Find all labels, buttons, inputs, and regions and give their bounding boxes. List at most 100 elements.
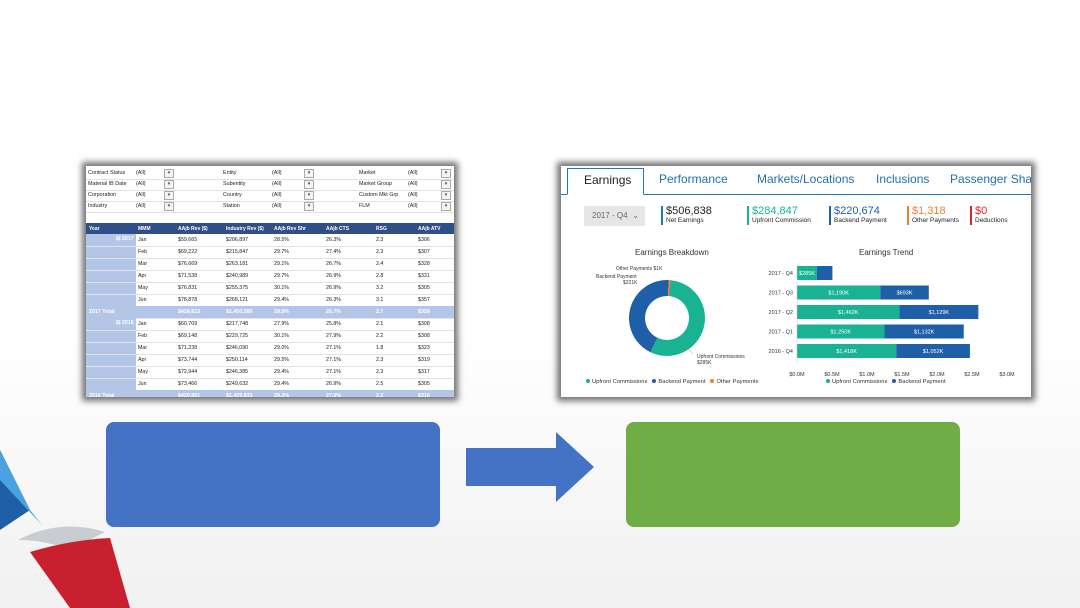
table-cell: Apr (138, 357, 147, 363)
column-header[interactable]: MMM (138, 226, 151, 232)
trend-x-tick: $2.5M (964, 372, 980, 378)
tab-earnings[interactable]: Earnings (567, 168, 645, 195)
total-row: 2017 Total $428,823 $1,450,580 29.5% 26.7% 2.… (86, 306, 454, 319)
trend-category-label: 2016 - Q4 (769, 349, 793, 355)
table-cell: $328 (418, 261, 430, 267)
table-cell: $331 (418, 273, 430, 279)
filter-dropdown-icon[interactable]: ▾ (164, 202, 174, 211)
table-cell: $69,148 (178, 333, 198, 339)
table-cell: Feb (138, 249, 148, 255)
column-header[interactable]: Year (89, 226, 100, 232)
breakdown-title: Earnings Breakdown (635, 248, 709, 257)
table-row: Feb $69,148 $229,725 30.1% 27.9% 2.2 $308 (86, 330, 454, 343)
filter-dropdown-icon[interactable]: ▾ (441, 191, 451, 200)
legend-label: Upfront Commissions (832, 379, 888, 385)
trend-bar-backend (896, 344, 970, 358)
leader-line (684, 345, 694, 355)
donut-value-backend: $221K (623, 280, 638, 286)
table-cell: 2.3 (376, 357, 384, 363)
trend-bar-label: $285K (799, 271, 815, 277)
green-callout-box (626, 422, 960, 527)
table-cell: $229,725 (226, 333, 249, 339)
table-cell: 2.3 (376, 237, 384, 243)
column-header[interactable]: RSG (376, 226, 387, 232)
table-cell: Jan (138, 321, 147, 327)
table-cell: 29.5% (274, 357, 290, 363)
kpi-label: Other Payments (912, 217, 959, 224)
filter-label: Industry (88, 203, 108, 209)
table-cell: $319 (418, 357, 430, 363)
table-cell: 27.9% (326, 333, 342, 339)
table-cell: 26.3% (326, 237, 342, 243)
filter-label: Corporation (88, 192, 117, 198)
quarter-dropdown[interactable]: 2017 - Q4 ⌄ (584, 206, 645, 226)
total-cell: 26.7% (326, 309, 342, 315)
tab-performance[interactable]: Performance (659, 172, 728, 186)
table-cell: 3.2 (376, 285, 384, 291)
total-cell: $1,450,580 (226, 309, 253, 315)
table-row: May $76,831 $255,375 30.1% 26.9% 3.2 $305 (86, 282, 454, 295)
filter-dropdown-icon[interactable]: ▾ (441, 202, 451, 211)
filter-value: (All) (272, 170, 282, 176)
kpi-card: $284,847 Upfront Commission (747, 206, 811, 225)
legend-label: Backend Payment (898, 379, 946, 385)
column-header[interactable]: AAjb ATV (418, 226, 441, 232)
filter-dropdown-icon[interactable]: ▾ (441, 169, 451, 178)
table-row: May $72,944 $246,385 29.4% 27.1% 2.3 $317 (86, 366, 454, 379)
airline-logo-icon (0, 450, 130, 608)
table-cell: $357 (418, 297, 430, 303)
legend-dot (892, 379, 897, 384)
table-cell: 2.1 (376, 321, 384, 327)
legend-dot (652, 379, 657, 384)
filter-dropdown-icon[interactable]: ▾ (164, 191, 174, 200)
table-cell: $73,466 (178, 381, 198, 387)
filter-value: (All) (136, 170, 146, 176)
filter-label: Contract Status (88, 170, 126, 176)
year-label[interactable]: ⊟ 2016 (116, 320, 134, 326)
trend-bar-upfront (797, 266, 817, 280)
table-cell: 26.7% (326, 261, 342, 267)
year-label[interactable]: ⊟ 2017 (116, 236, 134, 242)
earnings-dashboard-screenshot: Earnings Performance Markets/Locations Incl… (561, 166, 1031, 397)
tab-inclusions[interactable]: Inclusions (876, 172, 930, 186)
table-cell: $308 (418, 333, 430, 339)
table-cell: $249,632 (226, 381, 249, 387)
table-cell: $73,744 (178, 357, 198, 363)
kpi-card: $506,838 Net Earnings (661, 206, 712, 225)
table-row: Mar $71,238 $246,090 29.0% 27.1% 1.8 $323 (86, 342, 454, 355)
table-row: Jan $59,665 $206,897 28.5% 26.3% 2.3 $306 (86, 234, 454, 247)
total-cell: $328 (418, 309, 430, 315)
table-cell: $215,847 (226, 249, 249, 255)
filter-label: Material IB Date (88, 181, 127, 187)
table-cell: 3.1 (376, 297, 384, 303)
filter-dropdown-icon[interactable]: ▾ (164, 169, 174, 178)
tab-passenger-share[interactable]: Passenger Share (950, 172, 1031, 186)
column-header[interactable]: AAjb Rev ($) (178, 226, 208, 232)
column-header[interactable]: AAjb CTS (326, 226, 350, 232)
table-cell: $71,538 (178, 273, 198, 279)
table-cell: 26.9% (326, 381, 342, 387)
filter-dropdown-icon[interactable]: ▾ (441, 180, 451, 189)
filter-dropdown-icon[interactable]: ▾ (304, 202, 314, 211)
trend-bar-backend (880, 285, 929, 300)
filter-dropdown-icon[interactable]: ▾ (164, 180, 174, 189)
table-cell: 26.9% (326, 273, 342, 279)
kpi-label: Upfront Commission (752, 217, 811, 224)
tab-markets-locations[interactable]: Markets/Locations (757, 172, 855, 186)
table-cell: 29.0% (274, 345, 290, 351)
earnings-breakdown-chart: Other Payments $1K Backend Payment$221K Up… (596, 266, 745, 366)
column-header[interactable]: Industry Rev ($) (226, 226, 264, 232)
column-header[interactable]: AAjb Rev Shr (274, 226, 306, 232)
blue-callout-box (106, 422, 440, 527)
trend-bar-label: $1,418K (836, 349, 857, 355)
total-cell: 2016 Total (89, 393, 115, 397)
table-header: Year MMM AAjb Rev ($) Industry Rev ($) AAjb … (86, 223, 454, 234)
table-cell: $246,385 (226, 369, 249, 375)
filter-dropdown-icon[interactable]: ▾ (304, 191, 314, 200)
table-cell: $76,669 (178, 261, 198, 267)
kpi-label: Net Earnings (666, 217, 704, 224)
filter-dropdown-icon[interactable]: ▾ (304, 180, 314, 189)
table-cell: Jun (138, 297, 147, 303)
filter-dropdown-icon[interactable]: ▾ (304, 169, 314, 178)
donut-label-upfront: Upfront Commissions (697, 354, 745, 360)
